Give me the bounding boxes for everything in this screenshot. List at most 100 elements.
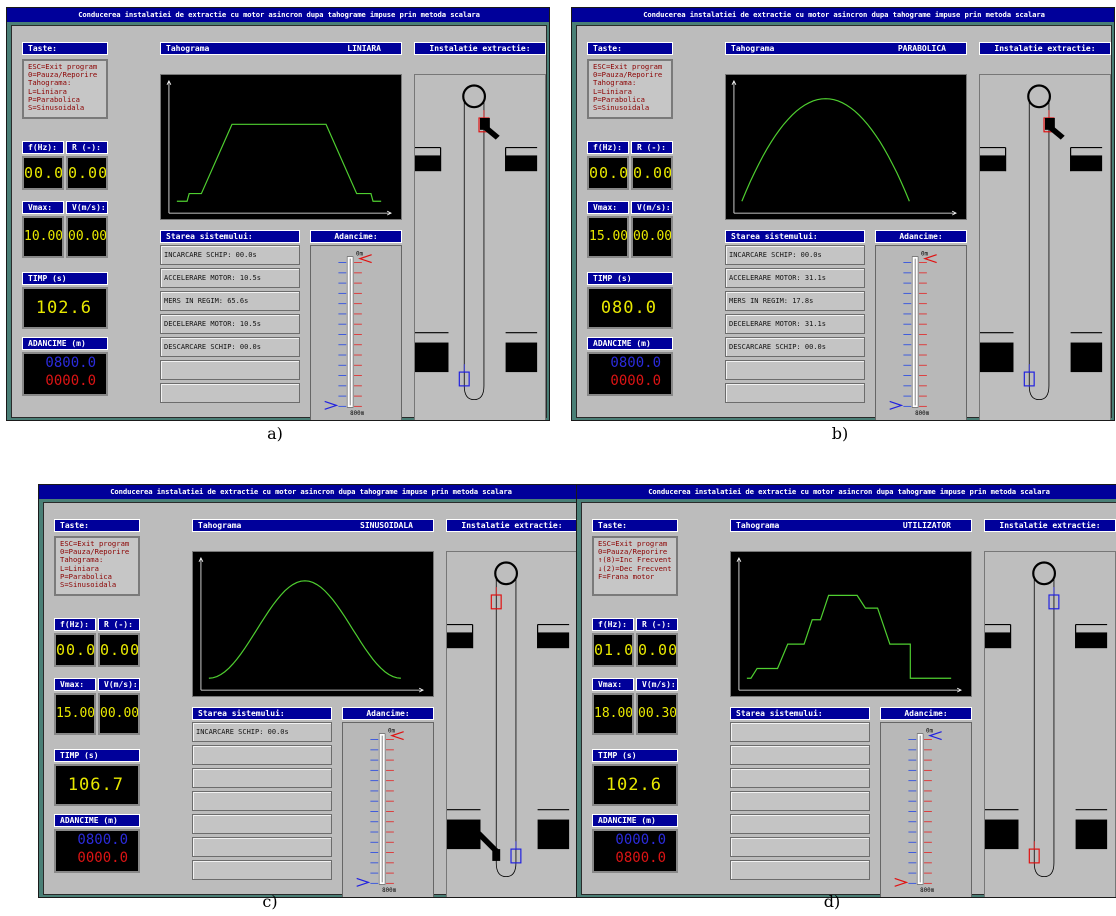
status-row (192, 814, 332, 834)
freq-header: f(Hz): (592, 618, 634, 631)
status-row: DESCARCARE SCHIP: 00.0s (725, 337, 865, 357)
window-body: Taste: ESC=Exit program 0=Pauza/Reporire ↑… (581, 502, 1116, 897)
tachogram-header: Tahograma UTILIZATOR (730, 519, 972, 532)
v-header: V(m/s): (66, 201, 108, 214)
v-display: 00.30 (636, 693, 678, 735)
depth-scale: 0m 800m (875, 245, 967, 420)
shaft-view (984, 551, 1116, 897)
status-row (730, 814, 870, 834)
advance-header: Adancime: (880, 707, 972, 720)
status-row (725, 383, 865, 403)
figure-caption: b) (831, 424, 849, 443)
r-display: 0.00 (636, 633, 678, 667)
status-list: INCARCARE SCHIP: 00.0s ACCELERARE MOTOR: … (725, 245, 865, 406)
simulator-window: Conducerea instalatiei de extractie cu m… (38, 484, 582, 898)
shaft-view (414, 74, 546, 420)
window-body: Taste: ESC=Exit program 0=Pauza/Reporire T… (11, 25, 547, 420)
simulator-window: Conducerea instalatiei de extractie cu m… (6, 7, 550, 421)
time-header: TIMP (s) (54, 749, 140, 762)
freq-header: f(Hz): (587, 141, 629, 154)
scale-top-label: 0m (356, 252, 364, 258)
r-display: 0.00 (98, 633, 140, 667)
depth-scale: 0m 800m (880, 722, 972, 897)
key-help-line: P=Parabolica (28, 95, 80, 104)
status-row: DECELERARE MOTOR: 31.1s (725, 314, 865, 334)
keys-header: Taste: (587, 42, 673, 55)
key-help-line: ESC=Exit program (598, 540, 668, 548)
depth-value-red: 0000.0 (45, 373, 96, 389)
shaft-header: Instalatie extractie: (446, 519, 578, 532)
r-header: R (-): (636, 618, 678, 631)
status-list: INCARCARE SCHIP: 00.0s ACCELERARE MOTOR: … (160, 245, 300, 406)
depth-value-blue: 0000.0 (615, 832, 666, 848)
advance-header: Adancime: (310, 230, 402, 243)
status-row: MERS IN REGIM: 17.8s (725, 291, 865, 311)
figure-caption: a) (267, 424, 283, 443)
time-display: 102.6 (592, 764, 678, 806)
time-header: TIMP (s) (22, 272, 108, 285)
status-row (192, 860, 332, 880)
status-row: MERS IN REGIM: 65.6s (160, 291, 300, 311)
tachogram-curve (176, 123, 382, 202)
v-display: 00.00 (98, 693, 140, 735)
window-title: Conducerea instalatiei de extractie cu m… (39, 485, 581, 499)
top-bin-left (447, 632, 473, 649)
status-row (192, 745, 332, 765)
status-row: DECELERARE MOTOR: 10.5s (160, 314, 300, 334)
status-row (730, 768, 870, 788)
key-help-line: S=Sinusoidala (593, 104, 650, 113)
key-help-line: 0=Pauza/Reporire (593, 71, 663, 80)
depth-display: 0800.0 0000.0 (54, 829, 140, 873)
skip-right-icon (1048, 594, 1060, 610)
key-help-line: P=Parabolica (593, 95, 645, 104)
skip-left-icon (1028, 848, 1040, 864)
tachogram-plot (730, 551, 972, 697)
headsheave-icon (462, 84, 487, 109)
keys-list: ESC=Exit program 0=Pauza/Reporire Tahogram… (587, 59, 673, 119)
advance-header: Adancime: (342, 707, 434, 720)
key-help-line: Tahograma: (593, 79, 637, 88)
status-row (725, 360, 865, 380)
status-row (730, 837, 870, 857)
scale-top-label: 0m (388, 729, 396, 735)
tachogram-header: Tahograma SINUSOIDALA (192, 519, 434, 532)
window-title: Conducerea instalatiei de extractie cu m… (7, 8, 549, 22)
status-row (730, 722, 870, 742)
r-header: R (-): (98, 618, 140, 631)
status-row (730, 860, 870, 880)
depth-scale: 0m 800m (342, 722, 434, 897)
depth-display: 0800.0 0000.0 (587, 352, 673, 396)
v-display: 00.00 (66, 216, 108, 258)
scale-top-arrow-icon (358, 254, 372, 264)
tachogram-mode: SINUSOIDALA (360, 521, 413, 530)
scale-bottom-arrow-icon (894, 877, 909, 887)
status-row (160, 383, 300, 403)
vmax-header: Vmax: (587, 201, 629, 214)
key-help-line: L=Liniara (60, 564, 99, 573)
bottom-bin-right (537, 819, 570, 850)
status-row (730, 791, 870, 811)
tachogram-mode: LINIARA (347, 44, 381, 53)
v-header: V(m/s): (98, 678, 140, 691)
key-help-line: ESC=Exit program (28, 63, 98, 71)
depth-value-blue: 0800.0 (77, 832, 128, 848)
depth-display: 0000.0 0800.0 (592, 829, 678, 873)
time-header: TIMP (s) (587, 272, 673, 285)
key-help-line: 0=Pauza/Reporire (60, 548, 130, 557)
freq-display: 00.0 (54, 633, 96, 667)
depth-header: ADANCIME (m) (587, 337, 673, 350)
key-help-line: L=Liniara (593, 87, 632, 96)
r-header: R (-): (631, 141, 673, 154)
bottom-bin-right (505, 342, 538, 373)
r-display: 0.00 (631, 156, 673, 190)
key-help-line: Tahograma: (28, 79, 72, 88)
status-row: INCARCARE SCHIP: 00.0s (160, 245, 300, 265)
status-row: ACCELERARE MOTOR: 31.1s (725, 268, 865, 288)
vmax-display: 15.00 (587, 216, 629, 258)
shaft-view (446, 551, 578, 897)
simulator-window: Conducerea instalatiei de extractie cu m… (571, 7, 1115, 421)
keys-header: Taste: (54, 519, 140, 532)
status-row (192, 791, 332, 811)
skip-right-icon (510, 848, 522, 864)
figure-caption: d) (823, 892, 841, 911)
